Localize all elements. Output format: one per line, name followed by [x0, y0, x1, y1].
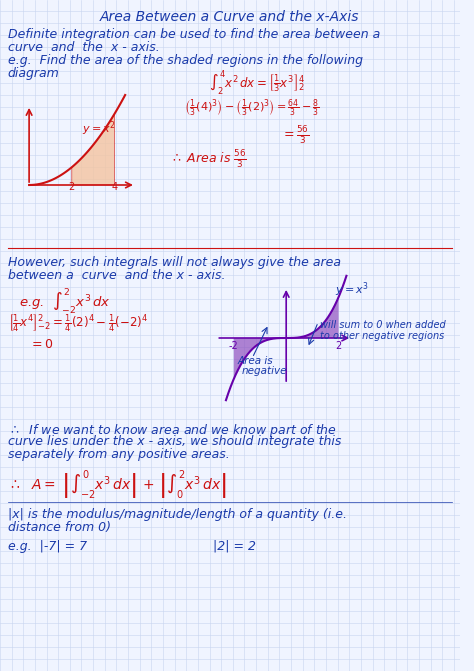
Text: $= 0$: $= 0$	[29, 338, 54, 351]
Text: curve lies under the x - axis, we should integrate this: curve lies under the x - axis, we should…	[8, 435, 341, 448]
Text: -2: -2	[229, 341, 239, 351]
Text: $\therefore$ Area is $\frac{56}{3}$: $\therefore$ Area is $\frac{56}{3}$	[170, 148, 246, 170]
Text: $\left[\frac{1}{4}x^4\right]_{-2}^{2} = \frac{1}{4}(2)^4 - \frac{1}{4}(-2)^4$: $\left[\frac{1}{4}x^4\right]_{-2}^{2} = …	[8, 312, 148, 333]
Text: e.g.  |-7| = 7: e.g. |-7| = 7	[8, 540, 87, 553]
Text: $y = x^2$: $y = x^2$	[82, 120, 116, 138]
Text: negative: negative	[242, 366, 287, 376]
Text: $y = x^3$: $y = x^3$	[335, 280, 369, 299]
Polygon shape	[234, 338, 286, 379]
Text: |x| is the modulus/magnitude/length of a quantity (i.e.: |x| is the modulus/magnitude/length of a…	[8, 508, 347, 521]
Text: e.g.  Find the area of the shaded regions in the following: e.g. Find the area of the shaded regions…	[8, 54, 363, 67]
Text: Area Between a Curve and the x-Axis: Area Between a Curve and the x-Axis	[100, 10, 360, 24]
Text: curve  and  the  x - axis.: curve and the x - axis.	[8, 41, 160, 54]
Text: $\therefore$  $A =$ $\left|\int_{-2}^{0} x^3\,dx\right|$ $+$ $\left|\int_{0}^{2}: $\therefore$ $A =$ $\left|\int_{-2}^{0} …	[8, 468, 227, 501]
Text: Definite integration can be used to find the area between a: Definite integration can be used to find…	[8, 28, 380, 41]
Text: diagram: diagram	[8, 67, 60, 80]
Text: between a  curve  and the x - axis.: between a curve and the x - axis.	[8, 269, 225, 282]
Text: $= \frac{56}{3}$: $= \frac{56}{3}$	[282, 124, 310, 146]
Text: will sum to 0 when added: will sum to 0 when added	[320, 320, 446, 330]
Polygon shape	[286, 297, 338, 338]
Text: $\left(\frac{1}{3}(4)^3\right) - \left(\frac{1}{3}(2)^3\right) = \frac{64}{3} - : $\left(\frac{1}{3}(4)^3\right) - \left(\…	[184, 98, 320, 119]
Text: distance from 0): distance from 0)	[8, 521, 111, 534]
Polygon shape	[72, 114, 115, 185]
Text: Area is: Area is	[237, 356, 273, 366]
Text: $\therefore$  If we want to know area and we know part of the: $\therefore$ If we want to know area and…	[8, 422, 337, 439]
Text: separately from any positive areas.: separately from any positive areas.	[8, 448, 229, 461]
Text: However, such integrals will not always give the area: However, such integrals will not always …	[8, 256, 341, 269]
Text: 4: 4	[111, 182, 118, 192]
Text: to other negative regions: to other negative regions	[320, 331, 445, 341]
Text: 2: 2	[336, 341, 342, 351]
Text: 2: 2	[69, 182, 75, 192]
Text: e.g.  $\int_{-2}^{2} x^3\,dx$: e.g. $\int_{-2}^{2} x^3\,dx$	[19, 286, 111, 315]
Text: |2| = 2: |2| = 2	[213, 540, 256, 553]
Text: $\int_2^4 x^2\,dx = \left[\frac{1}{3}x^3\right]_2^4$: $\int_2^4 x^2\,dx = \left[\frac{1}{3}x^3…	[209, 68, 304, 97]
